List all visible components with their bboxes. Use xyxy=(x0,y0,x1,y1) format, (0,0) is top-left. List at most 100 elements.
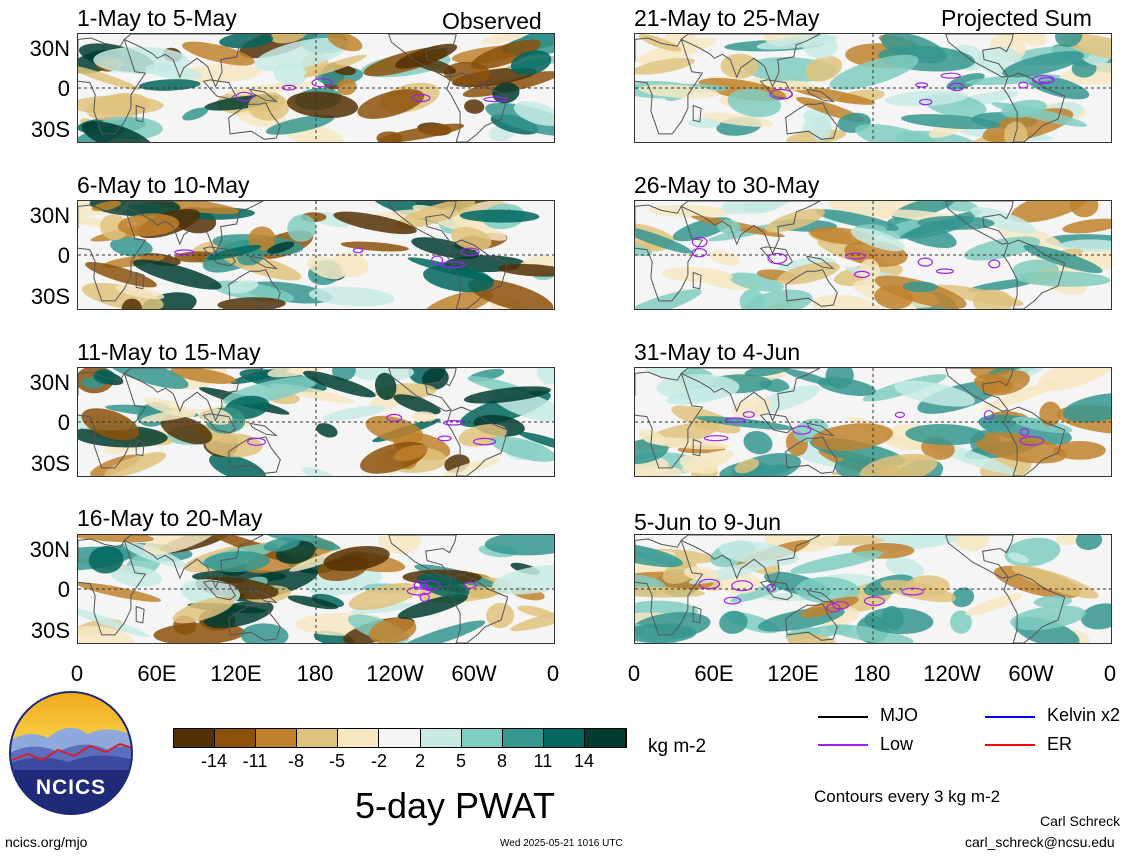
anomaly-blob xyxy=(374,372,397,401)
anomaly-blob xyxy=(287,214,317,242)
continent-outline xyxy=(785,436,838,474)
anomaly-blob xyxy=(795,576,860,604)
anomaly-blob xyxy=(826,624,914,643)
lat-label: 30N xyxy=(29,203,70,228)
lat-label: 30N xyxy=(29,537,70,562)
lon-label: 120E xyxy=(210,661,262,686)
anomaly-blob xyxy=(901,114,1001,130)
continent-outline xyxy=(202,246,236,267)
low-contour xyxy=(769,88,793,100)
anomaly-blob xyxy=(717,219,741,235)
anomaly-blob xyxy=(333,211,417,235)
anomaly-blob xyxy=(263,537,300,552)
colorbar-tick: -8 xyxy=(287,751,304,771)
anomaly-blob xyxy=(850,228,905,252)
anomaly-blob xyxy=(967,278,1038,293)
low-contour xyxy=(725,417,746,424)
low-contour xyxy=(235,91,253,102)
anomaly-blob xyxy=(172,596,235,624)
anomaly-blob xyxy=(198,407,233,425)
continent-outline xyxy=(680,368,821,422)
anomaly-blob xyxy=(744,289,813,309)
lon-label: 0 xyxy=(1103,661,1117,686)
continent-outline xyxy=(446,406,509,476)
continent-outline xyxy=(135,438,145,457)
continent-outline xyxy=(945,34,1014,78)
panel-title: 16-May to 20-May xyxy=(77,505,263,531)
anomaly-blob xyxy=(340,241,409,252)
low-contour xyxy=(936,268,955,275)
map-panel xyxy=(634,367,1112,477)
continent-outline xyxy=(388,535,457,579)
anomaly-blob xyxy=(123,542,186,568)
anomaly-blob xyxy=(727,88,782,118)
low-contour xyxy=(1019,427,1030,436)
anomaly-blob xyxy=(718,540,799,566)
anomaly-blob xyxy=(1014,271,1111,287)
continent-outline xyxy=(135,605,145,624)
anomaly-blob xyxy=(245,535,341,551)
anomaly-blob xyxy=(517,431,554,453)
colorbar-swatch xyxy=(215,729,257,747)
anomaly-blob xyxy=(110,236,153,257)
anomaly-blob xyxy=(470,39,541,70)
anomaly-blob xyxy=(902,281,938,293)
anomaly-blob xyxy=(397,594,468,619)
low-contour xyxy=(419,592,430,603)
continent-outline xyxy=(123,201,264,255)
continent-outline xyxy=(248,255,278,270)
map-panel xyxy=(77,33,555,143)
anomaly-blob xyxy=(81,282,164,309)
legend-swatch-mjo xyxy=(818,716,868,718)
low-contour xyxy=(853,270,870,279)
anomaly-blob xyxy=(89,201,181,217)
contour-note: Contours every 3 kg m-2 xyxy=(814,787,1001,806)
continent-outline xyxy=(78,204,147,302)
panel-title: 5-Jun to 9-Jun xyxy=(634,509,782,535)
low-contour xyxy=(483,96,508,103)
anomaly-blob xyxy=(732,397,773,419)
anomaly-blob xyxy=(498,263,554,277)
anomaly-blob xyxy=(756,34,838,50)
anomaly-blob xyxy=(219,34,274,49)
continent-outline xyxy=(635,538,704,636)
anomaly-blob xyxy=(1010,605,1086,631)
low-contour xyxy=(766,583,777,592)
footer-site: ncics.org/mjo xyxy=(5,834,88,850)
anomaly-blob xyxy=(950,610,972,634)
anomaly-blob xyxy=(1062,218,1111,234)
anomaly-blob xyxy=(805,56,843,82)
anomaly-blob xyxy=(203,551,271,573)
anomaly-blob xyxy=(206,244,262,261)
anomaly-blob xyxy=(638,84,720,99)
lat-label: 0 xyxy=(57,577,70,602)
footer-author: Carl Schreck xyxy=(1040,813,1121,829)
lon-label: 120W xyxy=(366,661,424,686)
colorbar-swatch xyxy=(420,729,462,747)
anomaly-blob xyxy=(121,298,142,309)
anomaly-blob xyxy=(681,450,734,473)
anomaly-blob xyxy=(1039,401,1062,427)
anomaly-blob xyxy=(970,207,1036,234)
continent-outline xyxy=(805,255,835,270)
continent-outline xyxy=(248,88,278,103)
lat-label: 30S xyxy=(30,618,70,643)
low-contour xyxy=(281,84,297,91)
continent-outline xyxy=(202,413,236,434)
colorbar-swatch xyxy=(297,729,339,747)
low-contour xyxy=(915,82,929,88)
anomaly-blob xyxy=(100,214,128,241)
legend-swatch-low xyxy=(818,744,868,746)
anomaly-blob xyxy=(885,556,925,579)
anomaly-blob xyxy=(287,595,339,610)
continent-outline xyxy=(759,413,793,434)
anomaly-blob xyxy=(884,90,969,107)
continent-outline xyxy=(78,371,147,469)
continent-outline xyxy=(805,589,835,604)
low-contour xyxy=(352,247,364,254)
continent-outline xyxy=(123,535,264,589)
legend-label: Low xyxy=(880,734,914,754)
low-contour xyxy=(940,72,961,79)
anomaly-blob xyxy=(855,124,945,142)
anomaly-blob xyxy=(459,209,540,223)
